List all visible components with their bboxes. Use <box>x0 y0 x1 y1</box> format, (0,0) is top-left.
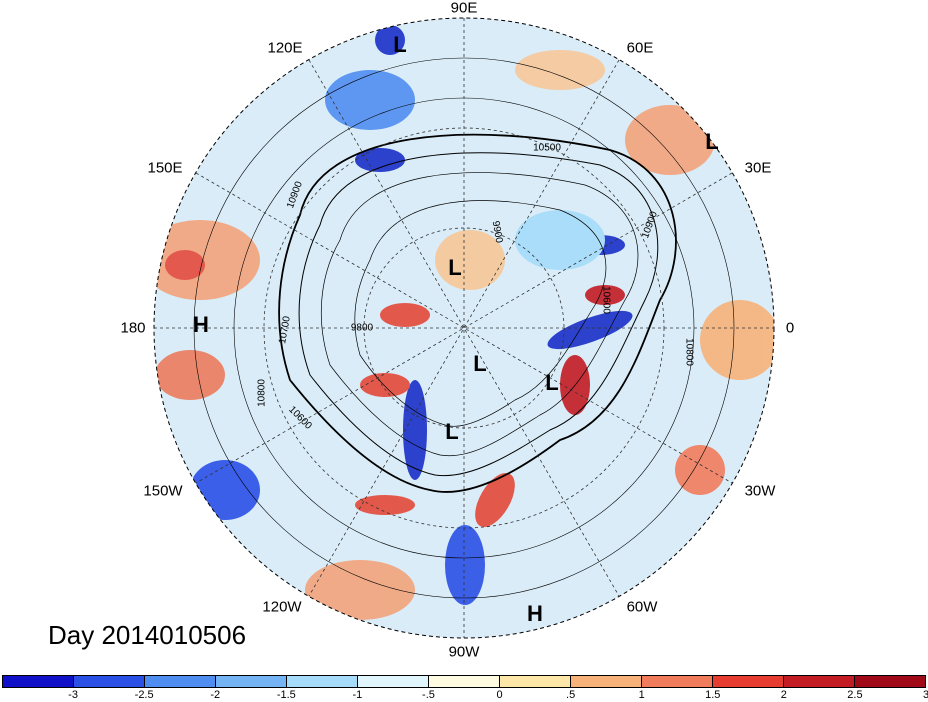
lon-label-60e: 60E <box>626 39 654 57</box>
colorbar-tick-label: -1 <box>352 689 363 701</box>
map-title: Day 2014010506 <box>48 620 247 650</box>
contour-label: 9800 <box>350 322 374 334</box>
contour-label: 10600 <box>600 286 612 314</box>
colorbar-swatch <box>713 676 784 687</box>
lon-label-150e: 150E <box>147 159 183 177</box>
lon-label-150w: 150W <box>143 482 183 500</box>
colorbar-tick-label: 1 <box>638 689 645 701</box>
colorbar-swatch <box>642 676 713 687</box>
contour-label: 10800 <box>683 338 695 366</box>
colorbar <box>2 675 926 688</box>
contour-label: 10800 <box>256 379 268 407</box>
colorbar-tick-label: 3 <box>922 689 928 701</box>
lon-label-0: 0 <box>785 319 795 337</box>
colorbar-swatch <box>500 676 571 687</box>
lon-label-30e: 30E <box>744 159 772 177</box>
colorbar-tick-label: -2.5 <box>134 689 154 701</box>
colorbar-swatch <box>855 676 925 687</box>
high-center: H <box>527 601 543 626</box>
colorbar-tick-label: .5 <box>566 689 576 701</box>
lon-label-120w: 120W <box>262 598 302 616</box>
high-center: H <box>193 312 209 337</box>
colorbar-tick-label: -3 <box>68 689 78 701</box>
colorbar-tick-label: 1.5 <box>705 689 721 701</box>
map-background <box>154 18 774 638</box>
low-center: L <box>545 370 559 395</box>
lon-label-120e: 120E <box>267 39 303 57</box>
low-center: L <box>705 129 719 154</box>
colorbar-tick-label: -1.5 <box>276 689 296 701</box>
colorbar-tick-label: -.5 <box>422 689 435 701</box>
lon-label-60w: 60W <box>626 598 658 616</box>
colorbar-swatch <box>429 676 500 687</box>
colorbar-tick-label: 2.5 <box>847 689 863 701</box>
low-center: L <box>473 351 487 376</box>
lon-label-90w: 90W <box>448 643 480 661</box>
lon-label-180: 180 <box>120 319 146 337</box>
colorbar-swatch <box>74 676 145 687</box>
lon-label-30w: 30W <box>744 482 776 500</box>
low-center: L <box>445 419 459 444</box>
colorbar-swatch <box>784 676 855 687</box>
colorbar-swatch <box>3 676 74 687</box>
lon-label-90e: 90E <box>450 0 478 17</box>
map-border <box>153 17 775 639</box>
low-center: L <box>393 32 407 57</box>
colorbar-swatch <box>358 676 429 687</box>
colorbar-swatch <box>571 676 642 687</box>
colorbar-tick-label: 0 <box>496 689 503 701</box>
colorbar-swatch <box>287 676 358 687</box>
low-center: L <box>448 255 462 280</box>
contour-label: 10500 <box>533 142 561 154</box>
colorbar-swatch <box>216 676 287 687</box>
colorbar-tick-label: -2 <box>210 689 221 701</box>
graticule <box>154 18 774 638</box>
colorbar-swatch <box>145 676 216 687</box>
colorbar-tick-label: 2 <box>780 689 787 701</box>
